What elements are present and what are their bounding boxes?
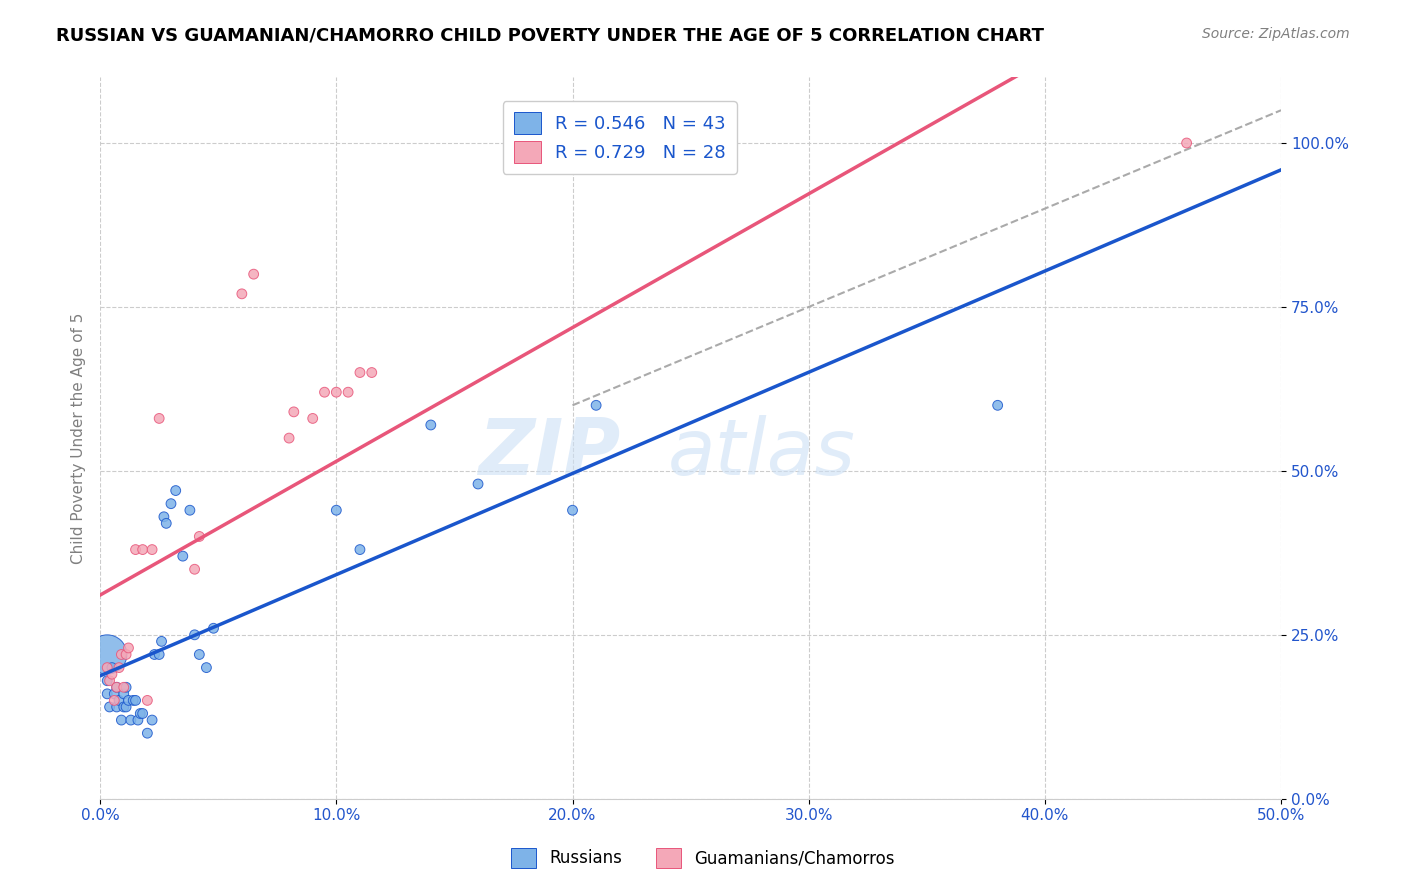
Point bbox=[101, 667, 124, 681]
Point bbox=[179, 503, 201, 517]
Point bbox=[301, 411, 323, 425]
Point bbox=[467, 477, 489, 491]
Point bbox=[360, 366, 382, 380]
Point bbox=[141, 713, 163, 727]
Text: Source: ZipAtlas.com: Source: ZipAtlas.com bbox=[1202, 27, 1350, 41]
Point bbox=[561, 503, 583, 517]
Point bbox=[153, 509, 176, 524]
Point bbox=[337, 385, 360, 400]
Point bbox=[108, 693, 131, 707]
Point bbox=[110, 648, 132, 662]
Point bbox=[183, 628, 205, 642]
Point bbox=[117, 640, 139, 655]
Point bbox=[120, 713, 142, 727]
Point bbox=[96, 660, 118, 674]
Point bbox=[188, 529, 211, 543]
Point bbox=[150, 634, 173, 648]
Point bbox=[165, 483, 187, 498]
Point bbox=[136, 726, 159, 740]
Point bbox=[105, 680, 128, 694]
Point bbox=[96, 673, 118, 688]
Point bbox=[987, 398, 1010, 412]
Point bbox=[115, 648, 138, 662]
Point bbox=[195, 660, 218, 674]
Point bbox=[325, 503, 347, 517]
Legend: Russians, Guamanians/Chamorros: Russians, Guamanians/Chamorros bbox=[505, 841, 901, 875]
Point bbox=[419, 417, 441, 432]
Point bbox=[136, 693, 159, 707]
Text: ZIP: ZIP bbox=[478, 415, 620, 491]
Point bbox=[110, 713, 132, 727]
Point bbox=[183, 562, 205, 576]
Point bbox=[98, 673, 121, 688]
Point bbox=[122, 693, 145, 707]
Point bbox=[98, 700, 121, 714]
Point bbox=[124, 693, 146, 707]
Point bbox=[115, 680, 138, 694]
Point bbox=[117, 693, 139, 707]
Point bbox=[172, 549, 194, 563]
Point bbox=[131, 706, 153, 721]
Text: RUSSIAN VS GUAMANIAN/CHAMORRO CHILD POVERTY UNDER THE AGE OF 5 CORRELATION CHART: RUSSIAN VS GUAMANIAN/CHAMORRO CHILD POVE… bbox=[56, 27, 1045, 45]
Point bbox=[112, 700, 135, 714]
Point bbox=[242, 267, 264, 281]
Point bbox=[108, 660, 131, 674]
Point bbox=[96, 648, 118, 662]
Point bbox=[585, 398, 607, 412]
Point bbox=[349, 542, 371, 557]
Point bbox=[103, 693, 125, 707]
Point bbox=[231, 286, 253, 301]
Point bbox=[103, 687, 125, 701]
Point bbox=[101, 660, 124, 674]
Point bbox=[148, 411, 170, 425]
Legend: R = 0.546   N = 43, R = 0.729   N = 28: R = 0.546 N = 43, R = 0.729 N = 28 bbox=[503, 101, 737, 174]
Point bbox=[202, 621, 225, 635]
Point bbox=[105, 700, 128, 714]
Point bbox=[112, 687, 135, 701]
Point bbox=[96, 687, 118, 701]
Point bbox=[131, 542, 153, 557]
Point bbox=[129, 706, 152, 721]
Point bbox=[155, 516, 177, 531]
Point bbox=[314, 385, 336, 400]
Point bbox=[160, 497, 183, 511]
Point bbox=[141, 542, 163, 557]
Point bbox=[148, 648, 170, 662]
Text: atlas: atlas bbox=[668, 415, 855, 491]
Point bbox=[143, 648, 166, 662]
Point bbox=[283, 405, 305, 419]
Point bbox=[105, 680, 128, 694]
Point bbox=[188, 648, 211, 662]
Point bbox=[115, 700, 138, 714]
Point bbox=[127, 713, 149, 727]
Point bbox=[278, 431, 301, 445]
Point bbox=[124, 542, 146, 557]
Point bbox=[349, 366, 371, 380]
Y-axis label: Child Poverty Under the Age of 5: Child Poverty Under the Age of 5 bbox=[72, 312, 86, 564]
Point bbox=[1175, 136, 1198, 150]
Point bbox=[112, 680, 135, 694]
Point bbox=[325, 385, 347, 400]
